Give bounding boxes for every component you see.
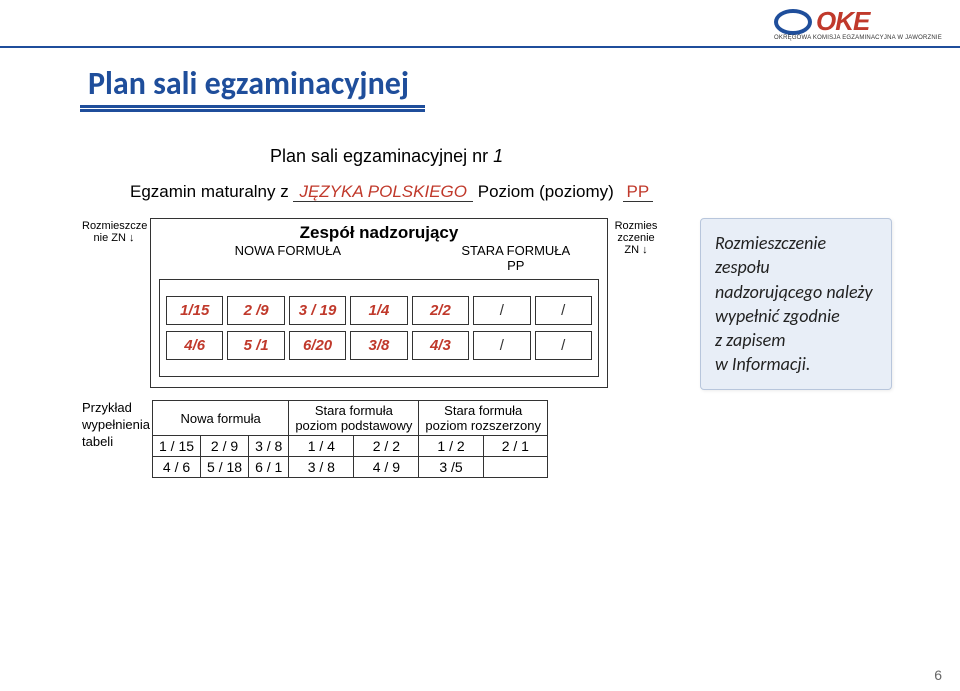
subtitle: Plan sali egzaminacyjnej nr 1	[270, 146, 503, 167]
ex-cell: 4 / 9	[354, 457, 419, 478]
poziom-value: PP	[623, 182, 654, 202]
ex-row: 4 / 6 5 / 18 6 / 1 3 / 8 4 / 9 3 /5	[153, 457, 548, 478]
ex-cell: 1 / 15	[153, 436, 201, 457]
ex-cell: 5 / 18	[201, 457, 249, 478]
cell: 4/6	[166, 331, 223, 360]
box-sub-right: STARA FORMUŁA PP	[425, 243, 607, 273]
cell: 5 /1	[227, 331, 284, 360]
cell: 1/15	[166, 296, 223, 325]
box-inner: 1/15 2 /9 3 / 19 1/4 2/2 / / 4/6 5 /1 6/…	[159, 279, 599, 377]
subtitle-number: 1	[493, 146, 503, 166]
ex-cell: 2 / 2	[354, 436, 419, 457]
cell: 6/20	[289, 331, 346, 360]
right-zn-label: Rozmies zczenie ZN ↓	[610, 220, 662, 256]
header-rule	[0, 46, 960, 48]
cell: /	[535, 331, 592, 360]
cell: /	[473, 296, 530, 325]
logo-subtitle: OKRĘGOWA KOMISJA EGZAMINACYJNA W JAWORZN…	[774, 35, 942, 41]
exam-label: Egzamin maturalny z	[130, 182, 293, 201]
logo-ellipse	[774, 9, 812, 35]
ex-cell: 1 / 2	[419, 436, 483, 457]
exam-subject: JĘZYKA POLSKIEGO	[293, 182, 473, 202]
cell: /	[535, 296, 592, 325]
cell: 4/3	[412, 331, 469, 360]
ex-header: Stara formuła poziom podstawowy	[289, 401, 419, 436]
ex-cell: 6 / 1	[249, 457, 289, 478]
ex-cell: 2 / 1	[483, 436, 547, 457]
ex-header: Stara formuła poziom rozszerzony	[419, 401, 548, 436]
page-number: 6	[934, 667, 942, 683]
box-row-1: 1/15 2 /9 3 / 19 1/4 2/2 / /	[166, 296, 592, 325]
page-title: Plan sali egzaminacyjnej	[88, 64, 409, 103]
ex-cell: 3 /5	[419, 457, 483, 478]
oke-logo: OKE OKRĘGOWA KOMISJA EGZAMINACYJNA W JAW…	[774, 6, 942, 41]
ex-cell: 3 / 8	[249, 436, 289, 457]
cell: 1/4	[350, 296, 407, 325]
ex-cell	[483, 457, 547, 478]
exam-line: Egzamin maturalny z JĘZYKA POLSKIEGO Poz…	[130, 182, 653, 202]
ex-cell: 2 / 9	[201, 436, 249, 457]
box-row-2: 4/6 5 /1 6/20 3/8 4/3 / /	[166, 331, 592, 360]
ex-row: 1 / 15 2 / 9 3 / 8 1 / 4 2 / 2 1 / 2 2 /…	[153, 436, 548, 457]
subtitle-prefix: Plan sali egzaminacyjnej nr	[270, 146, 493, 166]
title-block: Plan sali egzaminacyjnej	[80, 64, 425, 112]
box-sub-left: NOWA FORMUŁA	[151, 243, 425, 273]
left-zn-label: Rozmieszcze nie ZN ↓	[82, 220, 146, 244]
ex-cell: 3 / 8	[289, 457, 354, 478]
cell: 2 /9	[227, 296, 284, 325]
supervising-box: Zespół nadzorujący NOWA FORMUŁA STARA FO…	[150, 218, 608, 388]
ex-cell: 4 / 6	[153, 457, 201, 478]
poziom-label: Poziom (poziomy)	[478, 182, 619, 201]
ex-cell: 1 / 4	[289, 436, 354, 457]
box-title: Zespół nadzorujący	[151, 219, 607, 243]
example-label: Przykład wypełnienia tabeli	[82, 400, 150, 451]
ex-header: Nowa formuła	[153, 401, 289, 436]
cell: 2/2	[412, 296, 469, 325]
callout-note: Rozmieszczenie zespołu nadzorującego nal…	[700, 218, 892, 390]
cell: 3/8	[350, 331, 407, 360]
example-table: Nowa formuła Stara formuła poziom podsta…	[152, 400, 548, 478]
logo-text: OKE	[816, 6, 869, 37]
cell: 3 / 19	[289, 296, 346, 325]
cell: /	[473, 331, 530, 360]
